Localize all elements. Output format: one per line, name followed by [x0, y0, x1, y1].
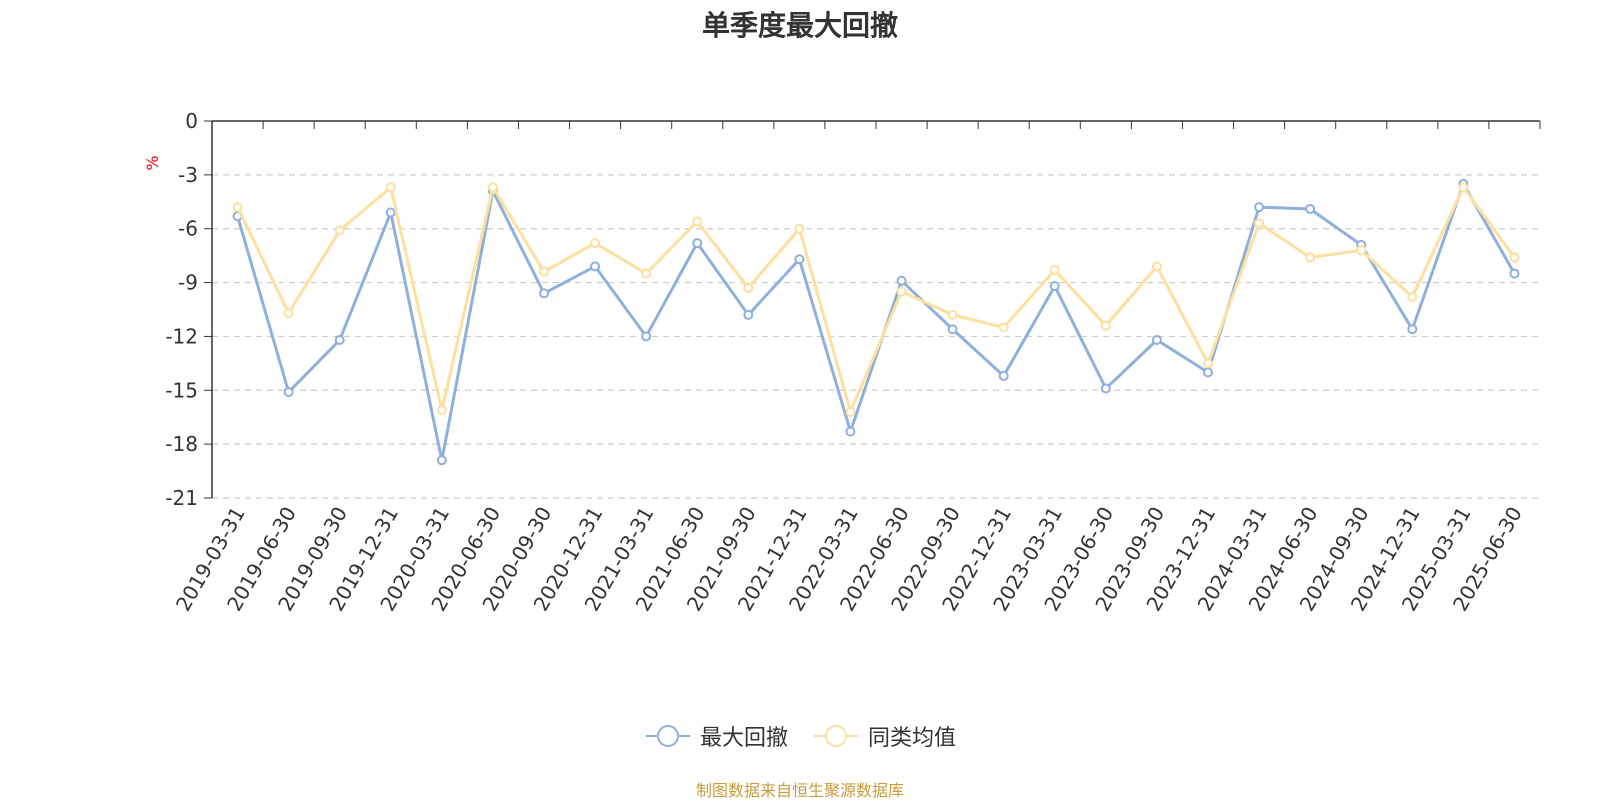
data-point — [487, 182, 498, 193]
tick-labels: 0-3-6-9-12-15-18-212019-03-312019-06-302… — [165, 109, 1526, 615]
data-point — [1407, 291, 1418, 302]
data-point — [1151, 261, 1162, 272]
y-tick-label: -9 — [178, 271, 198, 295]
data-point — [1100, 320, 1111, 331]
data-point — [385, 182, 396, 193]
data-point — [1509, 268, 1520, 279]
data-point — [590, 261, 601, 272]
data-point — [845, 426, 856, 437]
legend: 最大回撤 同类均值 — [0, 720, 1600, 752]
legend-label: 最大回撤 — [699, 726, 788, 751]
data-point — [794, 254, 805, 265]
chart-title: 单季度最大回撤 — [701, 9, 898, 42]
data-point — [1203, 367, 1213, 378]
legend-item-max-drawdown[interactable]: 最大回撤 — [644, 720, 788, 752]
data-point — [692, 216, 703, 227]
data-point — [1254, 218, 1265, 229]
data-point — [539, 288, 549, 299]
data-point — [794, 223, 805, 234]
data-point — [283, 308, 294, 319]
y-axis-unit-label: % — [143, 155, 162, 170]
series-lines — [232, 178, 1520, 466]
legend-item-peer-average[interactable]: 同类均值 — [812, 720, 956, 752]
data-point — [998, 322, 1009, 333]
data-point — [232, 202, 243, 213]
data-point — [1305, 252, 1316, 263]
y-tick-label: -15 — [165, 378, 198, 402]
source-note: 制图数据来自恒生聚源数据库 — [695, 781, 904, 800]
legend-line-circle-icon — [814, 725, 858, 747]
axes — [204, 120, 1541, 499]
data-point — [947, 309, 958, 320]
series-1 — [232, 182, 1520, 417]
data-point — [947, 324, 958, 335]
data-point — [1458, 182, 1469, 193]
data-point — [641, 268, 652, 279]
y-tick-label: -6 — [178, 217, 198, 241]
data-point — [692, 238, 703, 249]
series-0 — [232, 178, 1520, 466]
grid-lines — [212, 174, 1540, 499]
data-point — [1151, 335, 1162, 346]
y-tick-label: -18 — [165, 432, 198, 456]
data-point — [896, 275, 907, 286]
data-point — [1203, 358, 1213, 369]
data-point — [998, 370, 1009, 381]
data-point — [1509, 252, 1520, 263]
data-point — [590, 238, 601, 249]
data-point — [743, 282, 754, 293]
data-point — [1356, 245, 1367, 256]
data-point — [1407, 324, 1418, 335]
data-point — [283, 387, 294, 398]
y-tick-label: -12 — [165, 324, 198, 348]
data-point — [334, 225, 345, 236]
y-tick-label: -3 — [178, 163, 198, 187]
data-point — [1100, 383, 1111, 394]
data-point — [1049, 265, 1060, 276]
data-point — [539, 266, 549, 277]
data-point — [845, 406, 856, 417]
y-tick-label: 0 — [185, 109, 198, 133]
data-point — [1049, 281, 1060, 292]
legend-label: 同类均值 — [868, 726, 957, 751]
data-point — [743, 309, 754, 320]
data-point — [896, 286, 907, 297]
data-point — [1305, 203, 1316, 214]
series-line — [236, 185, 1516, 414]
legend-line-circle-icon — [645, 725, 690, 747]
y-tick-label: -21 — [165, 486, 198, 510]
data-point — [641, 331, 652, 342]
data-point — [385, 207, 396, 218]
data-point — [1254, 202, 1265, 213]
series-line — [236, 182, 1516, 462]
data-point — [436, 405, 447, 416]
data-point — [436, 455, 447, 466]
data-point — [334, 335, 345, 346]
